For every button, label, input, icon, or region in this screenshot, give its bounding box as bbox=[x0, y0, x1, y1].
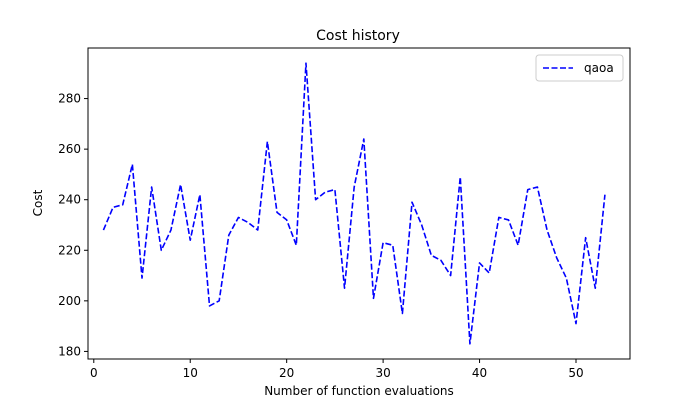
y-tick-label: 200 bbox=[58, 294, 81, 308]
y-tick-label: 260 bbox=[58, 142, 81, 156]
legend-box bbox=[535, 54, 624, 82]
x-axis-label: Number of function evaluations bbox=[264, 384, 454, 398]
y-tick-label: 220 bbox=[58, 243, 81, 257]
y-tick-label: 180 bbox=[58, 344, 81, 358]
plot-frame bbox=[87, 47, 631, 360]
chart-title: Cost history bbox=[316, 28, 400, 44]
x-tick-label: 10 bbox=[183, 366, 198, 380]
legend-label-qaoa: qaoa bbox=[584, 61, 614, 75]
y-axis-label: Cost bbox=[31, 189, 45, 216]
x-tick-label: 20 bbox=[279, 366, 294, 380]
x-tick-label: 0 bbox=[90, 366, 98, 380]
x-tick-label: 30 bbox=[375, 366, 390, 380]
y-axis: 180 200 220 240 260 280 bbox=[58, 92, 88, 358]
series-line-qaoa bbox=[102, 62, 606, 345]
x-tick-label: 50 bbox=[568, 366, 583, 380]
plot-area bbox=[102, 62, 606, 345]
legend: qaoa bbox=[535, 54, 624, 82]
y-tick-label: 240 bbox=[58, 193, 81, 207]
x-tick-label: 40 bbox=[472, 366, 487, 380]
x-axis: 0 10 20 30 40 50 bbox=[90, 359, 584, 380]
y-tick-label: 280 bbox=[58, 92, 81, 106]
